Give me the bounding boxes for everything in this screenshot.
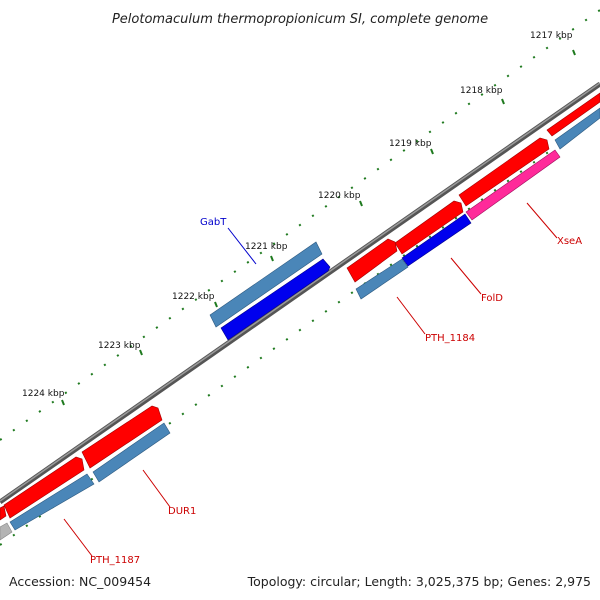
- gene-feature[interactable]: [9, 473, 95, 531]
- gene-label-dur1[interactable]: DUR1: [168, 506, 196, 517]
- gene-label-gabt[interactable]: GabT: [200, 217, 227, 228]
- gene-label-fold[interactable]: FolD: [481, 293, 503, 304]
- gene-feature[interactable]: [0, 505, 7, 521]
- gene-labels: GabT XseA FolD PTH_1184 DUR1 PTH_1187: [90, 217, 582, 566]
- gene-feature[interactable]: [394, 200, 464, 255]
- gene-feature[interactable]: [81, 405, 163, 469]
- gene-feature[interactable]: [209, 241, 323, 328]
- gene-feature[interactable]: [401, 213, 472, 267]
- accession-text: Accession: NC_009454: [9, 574, 151, 589]
- map-title: Pelotomaculum thermopropionicum SI, comp…: [112, 12, 488, 27]
- inner-scale-ring: [0, 114, 600, 546]
- outer-scale-ring: [0, 9, 600, 441]
- genome-backbone: [0, 81, 600, 505]
- forward-strand-genes: [0, 92, 600, 521]
- scale-label: 1223 kbp: [98, 341, 141, 351]
- gene-feature[interactable]: [465, 149, 561, 221]
- scale-label: 1224 kbp: [22, 389, 65, 399]
- gene-feature[interactable]: [458, 137, 550, 207]
- gene-feature[interactable]: [554, 107, 600, 150]
- gene-feature[interactable]: [220, 258, 331, 341]
- gene-feature[interactable]: [92, 422, 171, 483]
- outer-major-ticks: [61, 49, 576, 406]
- gene-feature[interactable]: [546, 92, 600, 137]
- scale-label: 1219 kbp: [389, 139, 432, 149]
- label-leaders: [63, 202, 558, 557]
- scale-label: 1218 kbp: [460, 86, 503, 96]
- gene-feature[interactable]: [3, 456, 85, 519]
- topology-text: Topology: circular; Length: 3,025,375 bp…: [247, 574, 591, 589]
- scale-label: 1220 kbp: [318, 191, 361, 201]
- scale-label: 1222 kbp: [172, 292, 215, 302]
- reverse-strand-genes: [0, 107, 600, 541]
- scale-label: 1221 kbp: [245, 242, 288, 252]
- gene-feature[interactable]: [355, 258, 409, 300]
- gene-feature[interactable]: [346, 238, 398, 283]
- gene-label-pth-1187[interactable]: PTH_1187: [90, 555, 140, 566]
- scale-label: 1217 kbp: [530, 31, 573, 41]
- gene-feature[interactable]: [0, 522, 13, 541]
- scale-labels: 1217 kbp 1218 kbp 1219 kbp 1220 kbp 1221…: [22, 31, 573, 399]
- gene-label-pth-1184[interactable]: PTH_1184: [425, 333, 475, 344]
- gene-label-xsea[interactable]: XseA: [557, 236, 582, 247]
